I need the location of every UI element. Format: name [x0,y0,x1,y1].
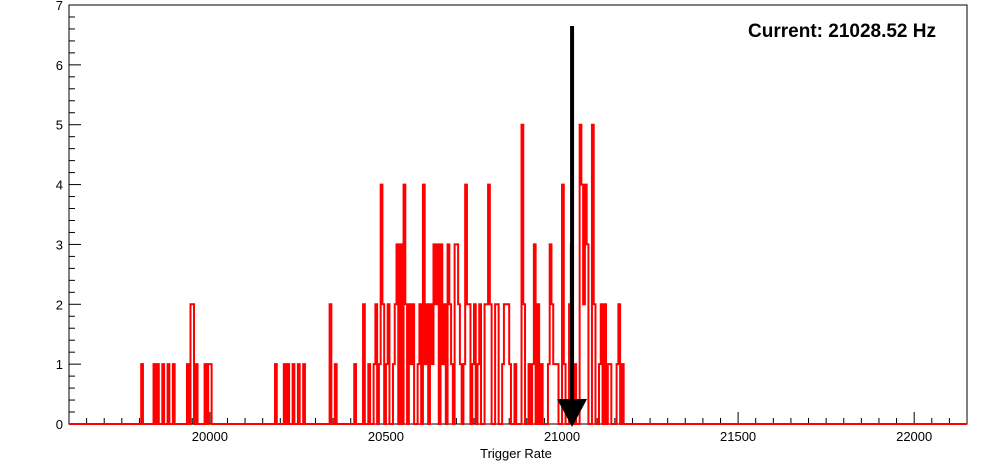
histogram-line [69,123,967,425]
x-tick-label: 21000 [544,429,580,444]
y-tick-label: 3 [56,237,63,252]
x-axis-title: Trigger Rate [480,446,552,461]
plot-frame [68,4,968,425]
y-tick-label: 0 [56,417,63,432]
current-rate-marker-arrowhead [557,399,588,427]
y-tick-label: 5 [56,118,63,133]
y-tick-label: 6 [56,58,63,73]
x-tick-label: 21500 [720,429,756,444]
x-tick-label: 20500 [368,429,404,444]
y-tick-label: 7 [56,0,63,13]
y-axis: 0 1 2 3 4 5 6 7 [56,0,81,432]
y-tick-label: 1 [56,357,63,372]
current-rate-label: Current: 21028.52 Hz [748,21,936,42]
x-axis: 20000 20500 21000 21500 22000 [68,412,968,444]
x-tick-label: 22000 [896,429,932,444]
y-tick-label: 2 [56,297,63,312]
x-tick-label: 20000 [192,429,228,444]
y-tick-label: 4 [56,178,63,193]
